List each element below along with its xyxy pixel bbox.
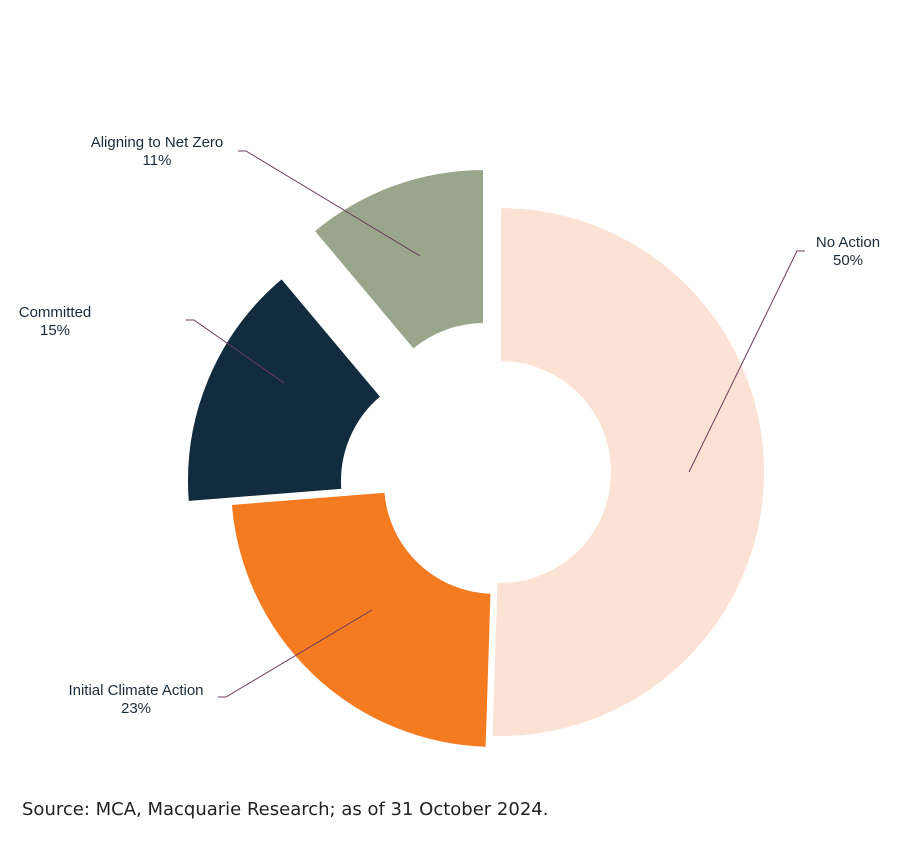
leader-line-committed	[186, 319, 285, 384]
value-label-aligning-to-net-zero: 11%	[143, 152, 172, 169]
slice-initial-climate-action	[229, 490, 493, 749]
label-committed: Committed	[19, 304, 92, 321]
label-aligning-to-net-zero: Aligning to Net Zero	[91, 134, 224, 151]
leader-line-initial-climate-action	[218, 609, 373, 698]
donut-slices	[186, 167, 766, 749]
leader-line-no-action	[688, 250, 805, 473]
value-label-no-action: 50%	[833, 252, 863, 269]
value-label-committed: 15%	[40, 322, 70, 339]
slice-committed	[186, 276, 383, 504]
slice-no-action	[490, 205, 766, 738]
label-no-action: No Action	[816, 234, 880, 251]
source-note: Source: MCA, Macquarie Research; as of 3…	[22, 799, 549, 820]
label-initial-climate-action: Initial Climate Action	[68, 682, 203, 699]
slice-aligning-to-net-zero	[312, 167, 485, 352]
leader-line-aligning-to-net-zero	[238, 150, 421, 257]
leader-lines	[186, 150, 805, 698]
value-label-initial-climate-action: 23%	[121, 700, 151, 717]
